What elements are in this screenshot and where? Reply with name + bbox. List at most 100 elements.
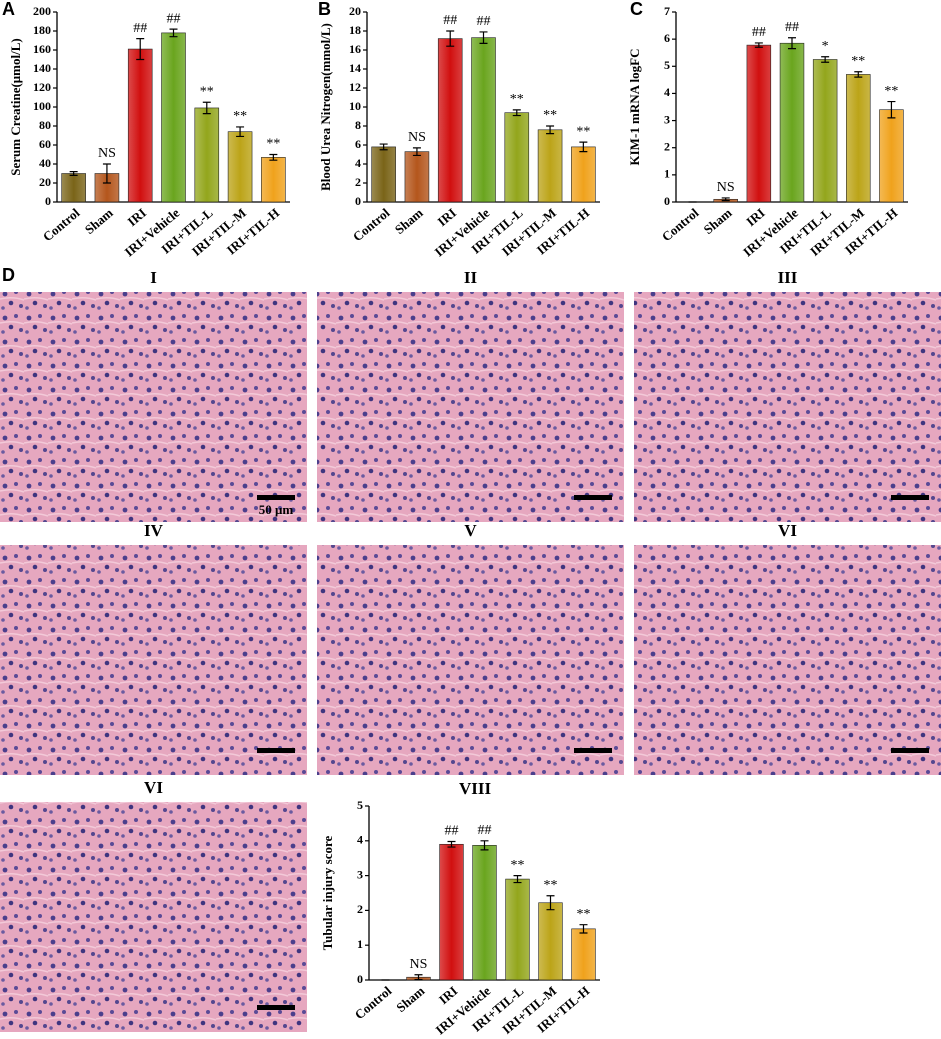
y-tick-label: 4	[664, 85, 670, 99]
bar	[371, 146, 396, 203]
significance-label: *	[822, 39, 829, 54]
significance-label: ##	[477, 14, 491, 29]
y-tick-label: 14	[349, 61, 361, 75]
y-tick-label: 1	[664, 167, 670, 181]
bar	[879, 109, 904, 203]
significance-label: **	[266, 137, 280, 152]
significance-label: **	[233, 109, 247, 124]
y-tick-label: 4	[355, 156, 361, 170]
error-bar	[887, 100, 896, 119]
error-bar	[446, 30, 455, 47]
error-bar	[479, 31, 488, 44]
error-bar	[754, 42, 763, 48]
x-tick-label: Sham	[701, 205, 735, 237]
x-tick-label: Control	[352, 983, 395, 1022]
y-tick-label: 18	[349, 23, 361, 37]
y-tick-label: 40	[39, 156, 51, 170]
significance-label: **	[577, 907, 591, 922]
error-bar	[202, 101, 211, 115]
y-tick-label: 60	[39, 137, 51, 151]
error-bar	[136, 38, 145, 61]
x-tick-label: Control	[350, 205, 393, 244]
panel-letter: B	[318, 0, 331, 19]
y-tick-label: 200	[33, 4, 51, 18]
y-tick-label: 0	[664, 194, 670, 208]
panel-title: II	[464, 268, 478, 287]
y-tick-label: 6	[664, 31, 670, 45]
error-bar	[854, 71, 863, 78]
significance-label: NS	[98, 146, 116, 161]
error-bar	[821, 56, 830, 63]
y-tick-label: 140	[33, 61, 51, 75]
bar	[537, 129, 563, 203]
bar	[261, 157, 286, 203]
x-tick-label: IRI	[434, 205, 459, 229]
y-tick-label: 4	[357, 833, 363, 847]
y-tick-label: 80	[39, 118, 51, 132]
error-bar	[579, 924, 588, 934]
histology-image	[0, 802, 307, 1032]
scale-bar	[574, 748, 612, 753]
error-bar	[788, 37, 796, 50]
significance-label: **	[200, 84, 214, 99]
bar	[538, 902, 563, 981]
bar	[812, 59, 838, 203]
significance-label: **	[851, 54, 865, 69]
bar	[571, 928, 596, 981]
y-axis-label: Serum Creatine(μmol/L)	[8, 38, 23, 175]
histology-image	[634, 545, 941, 775]
panel-title: IV	[144, 521, 164, 540]
panel-title: VI	[144, 778, 163, 797]
chart-title: VIII	[459, 779, 492, 798]
bar	[505, 878, 530, 981]
significance-label: **	[543, 108, 557, 123]
y-tick-label: 3	[357, 867, 363, 881]
x-tick-label: IRI	[743, 205, 768, 229]
scale-bar	[891, 748, 929, 753]
significance-label: NS	[717, 180, 735, 195]
scale-label: 50 μm	[259, 502, 294, 517]
significance-label: **	[884, 84, 898, 99]
y-tick-label: 180	[33, 23, 51, 37]
error-bar	[69, 171, 78, 176]
bar	[227, 131, 253, 203]
y-tick-label: 1	[357, 937, 363, 951]
panel-letter: A	[2, 0, 15, 19]
y-tick-label: 2	[357, 902, 363, 916]
significance-label: **	[544, 878, 558, 893]
y-tick-label: 5	[664, 58, 670, 72]
significance-label: ##	[443, 13, 457, 28]
y-tick-label: 2	[664, 139, 670, 153]
bar	[404, 151, 430, 203]
y-tick-label: 120	[33, 80, 51, 94]
bar	[504, 112, 530, 203]
significance-label: **	[510, 92, 524, 107]
panel-title: VI	[778, 521, 797, 540]
y-tick-label: 2	[355, 175, 361, 189]
y-axis-label: KIM-1 mRNA logFC	[627, 49, 642, 166]
error-bar	[102, 163, 111, 184]
y-axis-label: Tubular injury score	[320, 835, 335, 950]
panel-title: V	[464, 521, 477, 540]
bar	[127, 48, 153, 203]
histology-image	[0, 292, 307, 522]
panel-title: III	[778, 268, 798, 287]
histology-image	[0, 545, 307, 775]
bar	[846, 74, 871, 203]
scale-bar	[574, 495, 612, 500]
bar	[161, 32, 186, 203]
error-bar	[579, 141, 588, 153]
histology-image	[634, 292, 941, 522]
x-tick-label: Sham	[82, 205, 116, 237]
error-bar	[236, 126, 245, 138]
error-bar	[513, 875, 522, 884]
y-tick-label: 6	[355, 137, 361, 151]
scale-bar	[257, 495, 295, 500]
significance-label: NS	[410, 957, 428, 972]
significance-label: **	[576, 124, 590, 139]
error-bar	[721, 197, 730, 202]
error-bar	[546, 125, 555, 135]
x-tick-label: IRI	[124, 205, 149, 229]
significance-label: ##	[752, 25, 766, 40]
